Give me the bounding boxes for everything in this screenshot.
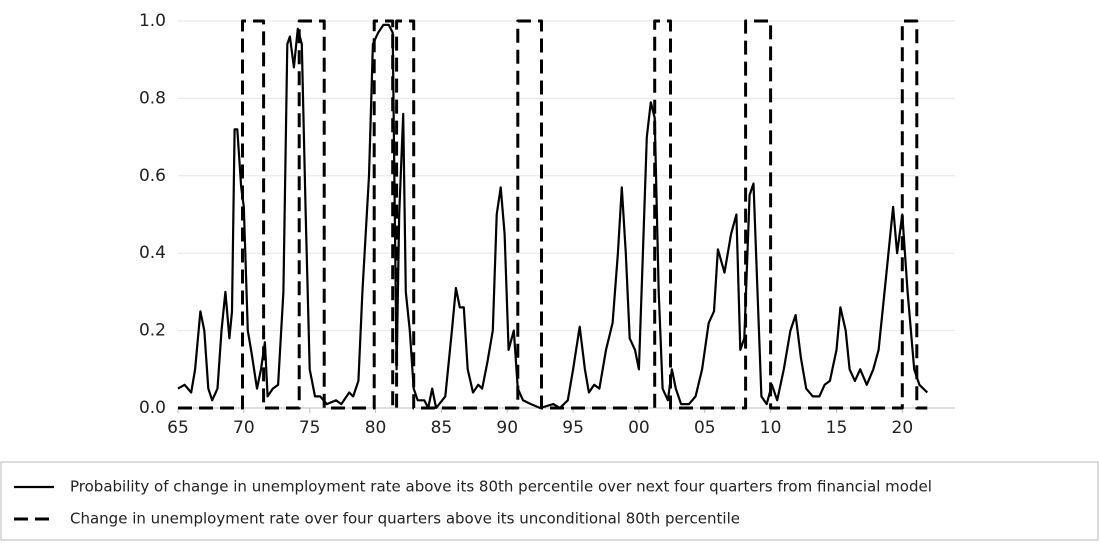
y-tick-label: 0.0 <box>139 398 166 418</box>
x-tick-label: 10 <box>760 418 782 438</box>
line-series <box>178 19 928 410</box>
y-tick-label: 0.4 <box>139 243 166 263</box>
legend-label: Probability of change in unemployment ra… <box>70 478 932 496</box>
x-tick-label: 90 <box>496 418 518 438</box>
x-tick-label: 20 <box>892 418 914 438</box>
y-tick-label: 1.0 <box>139 11 166 31</box>
x-tick-label: 15 <box>826 418 848 438</box>
legend-label: Change in unemployment rate over four qu… <box>70 510 740 528</box>
x-tick-label: 00 <box>628 418 650 438</box>
y-tick-label: 0.6 <box>139 166 166 186</box>
x-tick-label: 80 <box>365 418 387 438</box>
line-series <box>177 23 929 410</box>
x-tick-label: 75 <box>299 418 321 438</box>
y-tick-label: 0.2 <box>139 321 166 341</box>
x-tick-label: 05 <box>694 418 716 438</box>
x-tick-label: 85 <box>431 418 453 438</box>
x-tick-label: 65 <box>167 418 189 438</box>
x-tick-label: 70 <box>233 418 255 438</box>
y-tick-label: 0.8 <box>139 88 166 108</box>
legend-box <box>0 461 1099 541</box>
x-tick-label: 95 <box>562 418 584 438</box>
